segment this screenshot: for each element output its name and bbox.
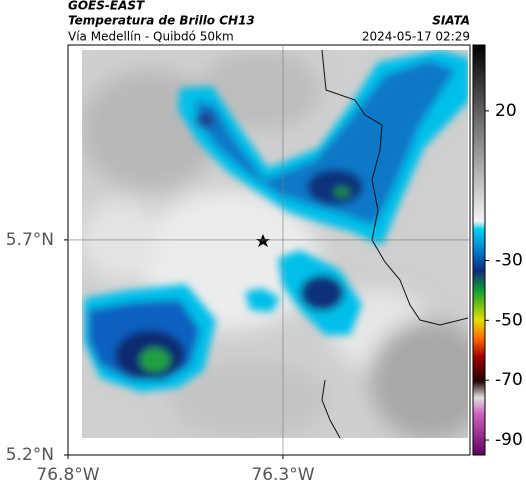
colorbar-tick-label: -50 bbox=[495, 310, 523, 330]
timestamp: 2024-05-17 02:29 bbox=[362, 30, 470, 44]
route: Vía Medellín - Quibdó 50km bbox=[68, 30, 234, 44]
y-tick-label: 5.7°N bbox=[6, 230, 54, 250]
title: GOES-EAST bbox=[68, 0, 145, 13]
x-tick-label: 76.8°W bbox=[36, 465, 99, 485]
colorbar-tick-label: 20 bbox=[495, 101, 517, 121]
location-marker bbox=[256, 234, 270, 247]
satellite-image bbox=[82, 50, 468, 438]
colorbar-tick-label: -70 bbox=[495, 370, 523, 390]
source: SIATA bbox=[432, 14, 470, 28]
colorbar bbox=[472, 44, 486, 456]
x-tick-label: 76.3°W bbox=[251, 465, 314, 485]
subtitle: Temperatura de Brillo CH13 bbox=[68, 14, 255, 28]
colorbar-tick-label: -30 bbox=[495, 250, 523, 270]
y-tick-label: 5.2°N bbox=[6, 445, 54, 465]
colorbar-tick-label: -90 bbox=[495, 430, 523, 450]
